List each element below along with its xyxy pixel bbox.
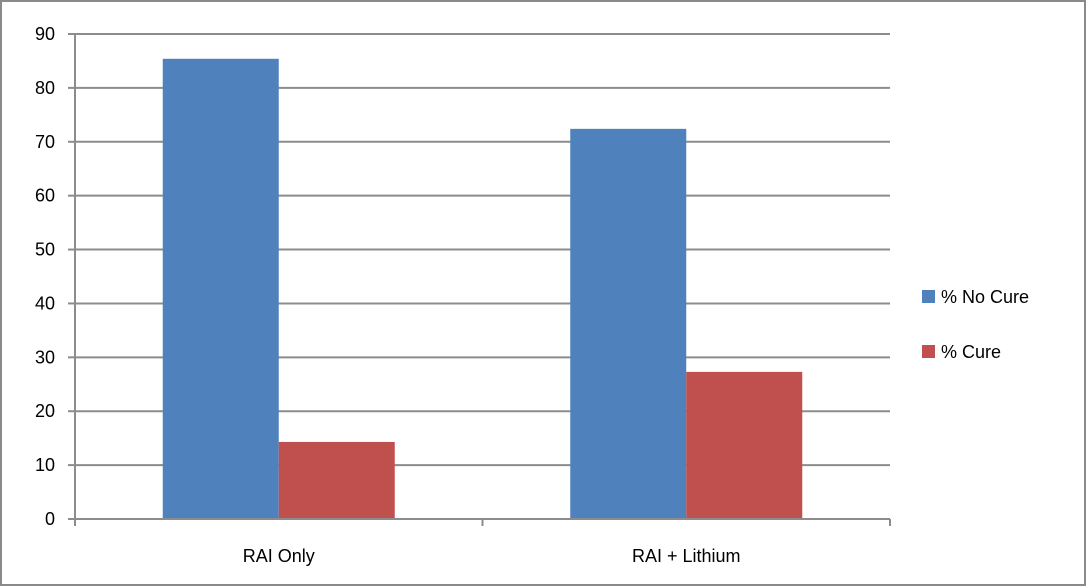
legend-swatch: [922, 290, 935, 303]
legend-label: % Cure: [941, 342, 1001, 362]
y-tick-labels: 0 10 20 30 40 50 60 70 80 90: [35, 24, 55, 529]
legend: % No Cure % Cure: [922, 287, 1029, 362]
y-tick-label: 50: [35, 240, 55, 260]
bar-cure-1: [278, 441, 395, 519]
x-tick-labels: RAI Only RAI + Lithium: [243, 546, 741, 566]
legend-label: % No Cure: [941, 287, 1029, 307]
y-tick-label: 80: [35, 78, 55, 98]
y-tick-label: 10: [35, 455, 55, 475]
bar-no-cure-1: [162, 58, 279, 520]
bar-no-cure-2: [570, 128, 687, 519]
y-tick-label: 0: [45, 509, 55, 529]
axes: [68, 33, 891, 526]
y-tick-label: 20: [35, 401, 55, 421]
bar-cure-2: [686, 371, 803, 519]
y-tick-label: 90: [35, 24, 55, 44]
y-tick-label: 70: [35, 132, 55, 152]
y-tick-label: 60: [35, 186, 55, 206]
legend-swatch: [922, 345, 935, 358]
y-tick-label: 40: [35, 293, 55, 313]
y-tick-label: 30: [35, 347, 55, 367]
x-tick-label: RAI + Lithium: [632, 546, 741, 566]
bars: [162, 58, 803, 520]
x-tick-label: RAI Only: [243, 546, 315, 566]
